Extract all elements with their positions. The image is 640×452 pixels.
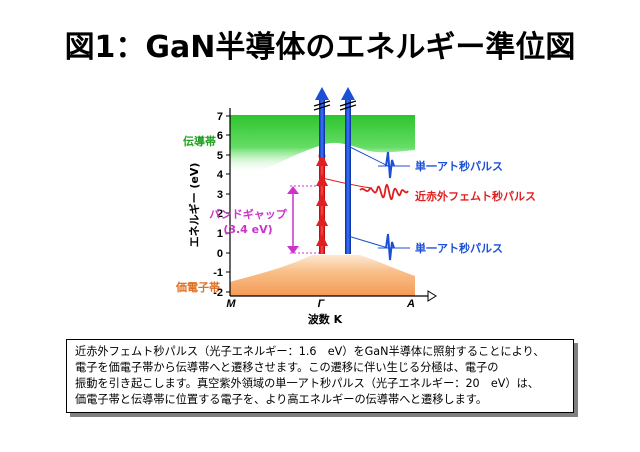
band-gap-value: (3.4 eV) <box>223 223 272 236</box>
femtosecond-pulse-label: 近赤外フェムト秒パルス <box>415 189 536 203</box>
y-tick-label: -2 <box>213 287 223 299</box>
y-axis-ticks <box>226 115 230 293</box>
attosecond-guide-upper <box>347 145 389 167</box>
y-tick-label: 6 <box>217 130 223 142</box>
y-tick-label: 0 <box>217 248 223 260</box>
x-axis-arrowhead <box>427 290 437 302</box>
y-tick-label: 1 <box>217 228 223 240</box>
valence-band <box>230 255 415 296</box>
attosecond-guide-lower <box>347 235 389 249</box>
attosecond-pulse-upper-label: 単一アト秒パルス <box>415 159 503 173</box>
y-tick-label: 3 <box>217 189 223 201</box>
attosecond-pulse-lower <box>385 233 395 261</box>
x-tick-m: M <box>226 298 236 310</box>
caption-line: 近赤外フェムト秒パルス（光子エネルギー：1.6 eV）をGaN半導体に照射するこ… <box>75 345 545 358</box>
y-tick-label: 5 <box>217 150 223 162</box>
caption-line: 価電子帯と伝導帯に位置する電子を、より高エネルギーの伝導帯へと遷移します。 <box>75 393 488 406</box>
attosecond-arrow-right <box>341 87 355 254</box>
attosecond-arrow-left <box>315 87 329 158</box>
x-tick-a: A <box>406 298 415 310</box>
y-axis-label: エネルギー (eV) <box>187 163 201 248</box>
band-gap-label: バンドギャップ <box>209 207 288 221</box>
y-tick-label: 7 <box>217 111 223 123</box>
attosecond-pulse-lower-label: 単一アト秒パルス <box>415 241 503 255</box>
caption-line: 振動を引き起こします。真空紫外領域の単一アト秒パルス（光子エネルギー：20 eV… <box>75 377 539 390</box>
energy-level-diagram: 7 6 5 4 3 2 1 0 -1 -2 エネルギー (eV) M Γ A 波… <box>175 87 536 326</box>
femtosecond-pulse <box>359 184 409 201</box>
caption-box: 近赤外フェムト秒パルス（光子エネルギー：1.6 eV）をGaN半導体に照射するこ… <box>66 339 574 413</box>
y-tick-label: 4 <box>217 169 224 181</box>
conduction-band-label: 伝導帯 <box>183 134 216 148</box>
attosecond-pulse-upper <box>385 151 395 179</box>
page-title: 図1：GaN半導体のエネルギー準位図 <box>64 30 576 65</box>
caption-line: 電子を価電子帯から伝導帯へと遷移させます。この遷移に伴い生じる分極は、電子の <box>75 361 499 374</box>
valence-band-label: 価電子帯 <box>175 280 220 294</box>
x-tick-gamma: Γ <box>318 298 326 310</box>
y-tick-label: 2 <box>217 208 223 220</box>
band-gap-arrow <box>287 186 299 254</box>
axis-break-marks <box>313 100 357 111</box>
x-axis-label: 波数 K <box>308 312 343 326</box>
femtosecond-transition-arrow <box>316 152 328 254</box>
y-tick-label: -1 <box>213 267 223 279</box>
